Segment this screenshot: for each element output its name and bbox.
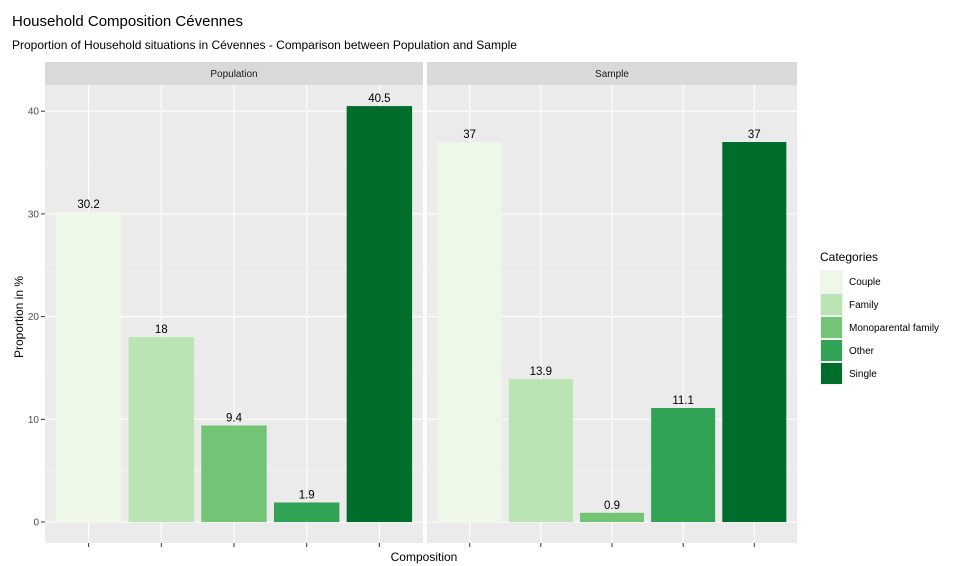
- bar-value-label: 11.1: [672, 395, 694, 407]
- y-tick-label: 30: [28, 209, 40, 220]
- bar-monoparental-family: [201, 425, 267, 522]
- bar-value-label: 40.5: [368, 93, 390, 105]
- bar-other: [273, 502, 340, 522]
- legend-label: Other: [849, 346, 875, 357]
- facet-strip: [45, 62, 423, 85]
- y-axis-title: Proportion in %: [12, 276, 26, 358]
- facet-strip-label: Sample: [595, 69, 629, 80]
- bar-family: [128, 337, 195, 522]
- bar-single: [346, 106, 413, 522]
- legend-swatch-family: [821, 294, 842, 315]
- y-tick-label: 40: [28, 107, 40, 118]
- x-axis-title: Composition: [391, 550, 458, 564]
- bar-value-label: 37: [463, 129, 476, 141]
- bar-monoparental-family: [579, 512, 645, 522]
- legend-swatch-monoparental-family: [821, 317, 842, 338]
- legend-label: Monoparental family: [849, 323, 939, 334]
- legend-title: Categories: [820, 250, 878, 264]
- y-tick-label: 0: [33, 518, 39, 529]
- legend-swatch-single: [821, 363, 842, 384]
- bar-value-label: 1.9: [299, 489, 315, 501]
- chart-subtitle: Proportion of Household situations in Cé…: [12, 38, 517, 52]
- bar-value-label: 9.4: [226, 412, 243, 424]
- legend-label: Family: [849, 300, 878, 311]
- legend-label: Couple: [849, 277, 881, 288]
- facet-panel-population: Population 30.2 18 9.4 1.9 40.5 0 10 20 30 40: [28, 62, 423, 547]
- legend: Couple Family Monoparental family Other Sing…: [820, 270, 939, 385]
- bar-value-label: 18: [155, 324, 168, 336]
- facet-strip: [427, 62, 797, 85]
- bar-value-label: 0.9: [604, 500, 620, 512]
- bar-couple: [55, 211, 122, 522]
- bar-value-label: 13.9: [530, 366, 552, 378]
- facet-panel-sample: Sample 37 13.9 0.9 11.1 37: [427, 62, 797, 547]
- legend-swatch-other: [821, 340, 842, 361]
- facet-panels: Population 30.2 18 9.4 1.9 40.5 0 10 20 30 40 Sampl…: [28, 62, 797, 547]
- bar-couple: [437, 142, 502, 522]
- facet-strip-label: Population: [210, 69, 257, 80]
- legend-swatch-couple: [821, 271, 842, 292]
- bar-single: [722, 142, 787, 522]
- chart-title: Household Composition Cévennes: [12, 13, 243, 30]
- legend-label: Single: [849, 369, 877, 380]
- bar-value-label: 30.2: [77, 199, 99, 211]
- y-tick-label: 10: [28, 415, 40, 426]
- y-tick-label: 20: [28, 312, 40, 323]
- bar-other: [651, 408, 716, 522]
- bar-value-label: 37: [748, 129, 761, 141]
- bar-family: [508, 379, 573, 522]
